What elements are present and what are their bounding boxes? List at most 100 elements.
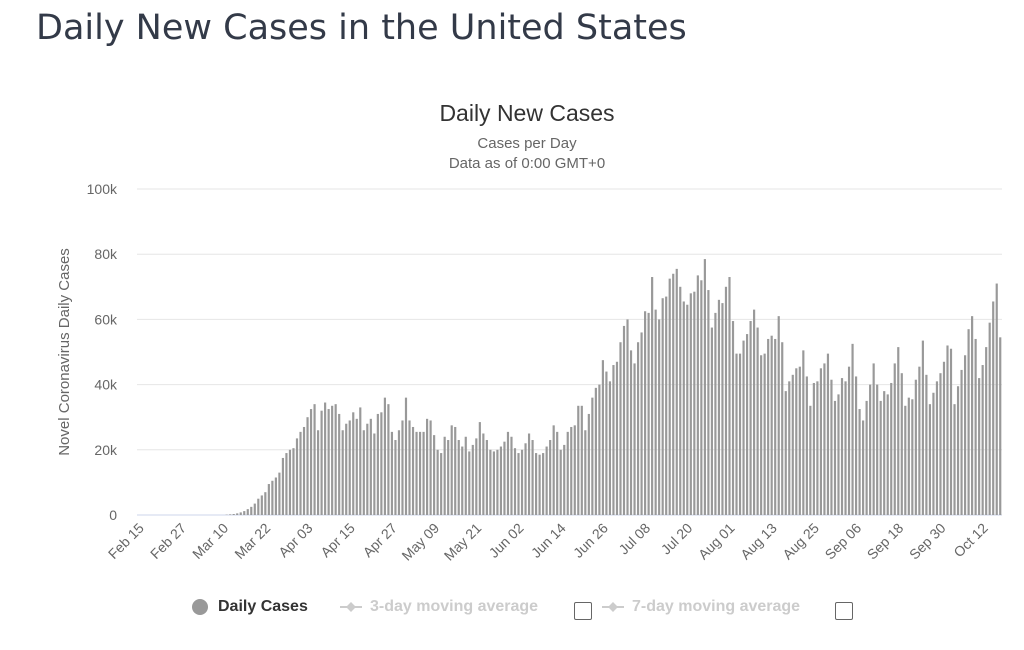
bar[interactable] (978, 378, 981, 515)
bar[interactable] (992, 301, 995, 515)
bar[interactable] (601, 360, 604, 515)
bar[interactable] (246, 509, 249, 515)
bar[interactable] (872, 363, 875, 515)
bar[interactable] (260, 495, 263, 515)
bar[interactable] (679, 286, 682, 515)
legend-7day-average[interactable]: 7-day moving average (602, 598, 800, 616)
bar[interactable] (760, 355, 763, 515)
bar[interactable] (812, 382, 815, 515)
bar[interactable] (559, 449, 562, 515)
bar[interactable] (587, 413, 590, 515)
bar[interactable] (475, 438, 478, 515)
bar[interactable] (809, 405, 812, 515)
bar[interactable] (858, 409, 861, 515)
bar[interactable] (302, 426, 306, 515)
bar[interactable] (942, 361, 946, 515)
bar[interactable] (341, 430, 344, 515)
bar[interactable] (594, 387, 597, 515)
bar[interactable] (795, 368, 798, 515)
bar[interactable] (844, 381, 847, 515)
bar[interactable] (949, 348, 953, 515)
bar[interactable] (615, 361, 619, 515)
bar[interactable] (415, 431, 418, 515)
bar[interactable] (935, 381, 939, 515)
bar[interactable] (816, 381, 819, 515)
bar[interactable] (499, 446, 503, 515)
bar[interactable] (355, 418, 358, 515)
bar[interactable] (313, 404, 316, 515)
bar[interactable] (327, 409, 330, 515)
bar[interactable] (840, 378, 844, 515)
bar[interactable] (738, 353, 742, 515)
bar[interactable] (292, 448, 295, 515)
bar[interactable] (700, 280, 703, 515)
bar[interactable] (331, 405, 334, 515)
bar[interactable] (633, 363, 636, 515)
bar[interactable] (672, 273, 675, 515)
bar[interactable] (928, 404, 932, 515)
bar[interactable] (805, 376, 808, 515)
bar[interactable] (749, 321, 752, 515)
bar[interactable] (468, 451, 471, 515)
bar[interactable] (742, 340, 745, 515)
bar[interactable] (503, 441, 506, 515)
bar[interactable] (338, 413, 341, 515)
bar[interactable] (278, 472, 281, 515)
bar[interactable] (482, 433, 485, 516)
bar[interactable] (622, 325, 626, 515)
bar[interactable] (334, 404, 337, 515)
bar[interactable] (239, 512, 242, 515)
bar[interactable] (513, 448, 517, 515)
bar[interactable] (985, 347, 988, 515)
bar[interactable] (897, 347, 900, 515)
bar[interactable] (253, 503, 256, 515)
bar[interactable] (963, 355, 967, 515)
bar[interactable] (471, 444, 474, 515)
bar[interactable] (900, 373, 903, 515)
bar[interactable] (408, 420, 411, 515)
bar[interactable] (542, 453, 545, 515)
bar[interactable] (418, 431, 422, 515)
bar[interactable] (731, 321, 735, 515)
bar[interactable] (450, 425, 453, 515)
bar[interactable] (636, 342, 640, 515)
bar[interactable] (517, 453, 520, 515)
bar[interactable] (401, 420, 404, 515)
bar[interactable] (745, 334, 749, 515)
bar[interactable] (404, 397, 408, 515)
bar[interactable] (854, 376, 858, 515)
bar[interactable] (443, 436, 446, 515)
bar[interactable] (988, 322, 991, 515)
bar[interactable] (552, 425, 555, 515)
bar[interactable] (608, 381, 612, 515)
bar[interactable] (960, 369, 963, 515)
bar[interactable] (250, 506, 253, 515)
bar[interactable] (324, 402, 327, 515)
bar[interactable] (862, 420, 865, 515)
bar[interactable] (545, 446, 548, 515)
bar[interactable] (847, 366, 851, 515)
bar[interactable] (433, 435, 436, 515)
bar[interactable] (485, 440, 488, 515)
bar[interactable] (911, 399, 914, 515)
bar[interactable] (281, 457, 285, 515)
bar[interactable] (383, 397, 386, 515)
bar[interactable] (907, 397, 910, 515)
bar[interactable] (563, 444, 566, 515)
bar[interactable] (264, 492, 267, 515)
bar[interactable] (274, 477, 277, 515)
bar[interactable] (538, 454, 541, 515)
bar[interactable] (496, 449, 499, 515)
bar[interactable] (464, 436, 467, 515)
bar[interactable] (781, 342, 784, 515)
bar[interactable] (535, 453, 538, 515)
bar[interactable] (257, 498, 260, 515)
bar[interactable] (243, 511, 246, 515)
bar[interactable] (232, 514, 235, 515)
bar[interactable] (598, 384, 601, 515)
bar[interactable] (869, 384, 872, 515)
bar[interactable] (925, 374, 928, 515)
bar[interactable] (686, 304, 689, 515)
bar[interactable] (566, 431, 569, 515)
bar[interactable] (577, 405, 580, 515)
